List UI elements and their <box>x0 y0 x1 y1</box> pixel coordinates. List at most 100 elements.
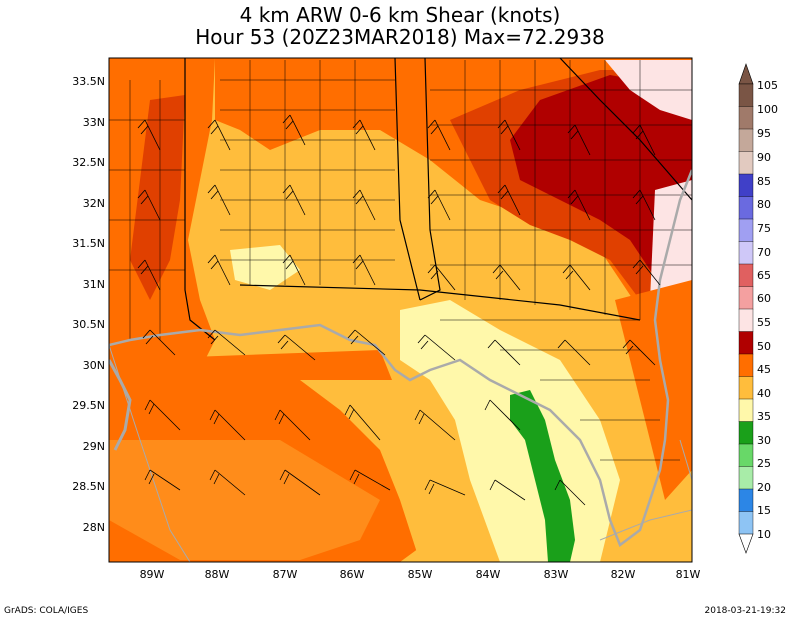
colorbar-label: 60 <box>757 292 771 305</box>
shear-fill-50-fl <box>615 280 692 500</box>
barb <box>497 119 521 151</box>
barb <box>352 119 376 151</box>
map-title-line2: Hour 53 (20Z23MAR2018) Max=72.2938 <box>195 25 605 49</box>
lat-label: 33.5N <box>72 75 105 88</box>
colorbar-label: 30 <box>757 434 771 447</box>
barb <box>274 409 311 441</box>
lon-axis: 89W 88W 87W 86W 85W 84W 83W 82W 81W <box>140 568 701 581</box>
lat-label: 28.5N <box>72 480 105 493</box>
lat-label: 29.5N <box>72 399 105 412</box>
shear-fill-40-gulf <box>300 380 500 562</box>
lon-label: 82W <box>611 568 636 581</box>
footer-timestamp: 2018-03-21-19:32 <box>704 606 787 616</box>
barb <box>632 259 661 286</box>
barb <box>424 479 466 496</box>
shear-fill-35-inland <box>230 245 300 290</box>
footer-software: GrADS: COLA/IGES <box>4 606 89 616</box>
colorbar-top-arrow <box>738 63 754 85</box>
shear-fill-30-strip <box>510 390 575 562</box>
barb <box>279 469 321 496</box>
barb <box>142 329 176 356</box>
map-frame <box>108 57 693 563</box>
colorbar-label: 25 <box>757 457 771 470</box>
colorbar-label: 85 <box>757 175 771 188</box>
colorbar-label: 90 <box>757 151 771 164</box>
lat-label: 31N <box>83 278 105 291</box>
map-title-line1: 4 km ARW 0-6 km Shear (knots) <box>239 3 561 27</box>
barb <box>427 264 456 291</box>
barb <box>207 119 231 151</box>
lat-label: 32N <box>83 197 105 210</box>
boundaries <box>109 58 692 562</box>
colorbar-segment <box>738 286 754 310</box>
lon-label: 87W <box>273 568 298 581</box>
colorbar-segment <box>738 488 754 512</box>
barb <box>352 254 376 286</box>
barb <box>489 479 526 501</box>
colorbar-segment <box>738 106 754 130</box>
colorbar-segment <box>738 218 754 242</box>
lat-label: 29N <box>83 440 105 453</box>
lat-label: 32.5N <box>72 156 105 169</box>
barb <box>349 469 391 491</box>
colorbar-label: 70 <box>757 246 771 259</box>
colorbar-label: 35 <box>757 410 771 423</box>
barb <box>137 189 161 221</box>
colorbar-label: 40 <box>757 387 771 400</box>
colorbar-segment <box>738 398 754 422</box>
lat-label: 33N <box>83 116 105 129</box>
colorbar-segment <box>738 83 754 107</box>
lon-label: 89W <box>140 568 165 581</box>
barb <box>207 184 231 216</box>
colorbar-segment <box>738 128 754 152</box>
colorbar-segment <box>738 241 754 265</box>
barb <box>632 189 656 221</box>
barb <box>352 189 376 221</box>
colorbar-segment <box>738 466 754 490</box>
colorbar-label: 95 <box>757 127 771 140</box>
barb <box>484 399 521 431</box>
shear-field <box>109 58 692 562</box>
shear-fill-55-west <box>130 95 185 300</box>
colorbar-label: 105 <box>757 79 778 92</box>
barb <box>207 254 231 286</box>
barb <box>277 334 316 361</box>
colorbar-label: 50 <box>757 340 771 353</box>
barb <box>567 189 591 221</box>
colorbar-label: 20 <box>757 481 771 494</box>
barb <box>567 124 591 156</box>
colorbar-label: 10 <box>757 528 771 541</box>
barb <box>347 329 386 356</box>
colorbar: 105 100 95 90 85 80 75 70 65 60 55 50 45… <box>738 63 778 554</box>
barb <box>622 339 656 366</box>
barb <box>417 334 456 361</box>
barb <box>282 254 306 286</box>
colorbar-segment <box>738 353 754 377</box>
colorbar-label: 75 <box>757 222 771 235</box>
colorbar-segment <box>738 308 754 332</box>
barb <box>487 339 521 366</box>
colorbar-segment <box>738 151 754 175</box>
barb <box>427 189 451 221</box>
barb <box>144 469 181 491</box>
colorbar-bottom-arrow <box>738 533 754 554</box>
colorbar-segment <box>738 421 754 445</box>
lat-label: 31.5N <box>72 237 105 250</box>
colorbar-segment <box>738 196 754 220</box>
barb <box>207 329 246 356</box>
lat-label: 30.5N <box>72 318 105 331</box>
lon-label: 86W <box>340 568 365 581</box>
colorbar-segment <box>738 376 754 400</box>
lon-label: 88W <box>205 568 230 581</box>
colorbar-label: 45 <box>757 363 771 376</box>
lat-label: 28N <box>83 521 105 534</box>
barb <box>554 479 586 506</box>
barb <box>209 409 246 441</box>
barb <box>282 184 306 216</box>
colorbar-label: 80 <box>757 198 771 211</box>
lat-axis: 33.5N 33N 32.5N 32N 31.5N 31N 30.5N 30N … <box>72 75 105 534</box>
barb <box>632 124 656 156</box>
barb <box>414 409 456 441</box>
colorbar-segment <box>738 443 754 467</box>
